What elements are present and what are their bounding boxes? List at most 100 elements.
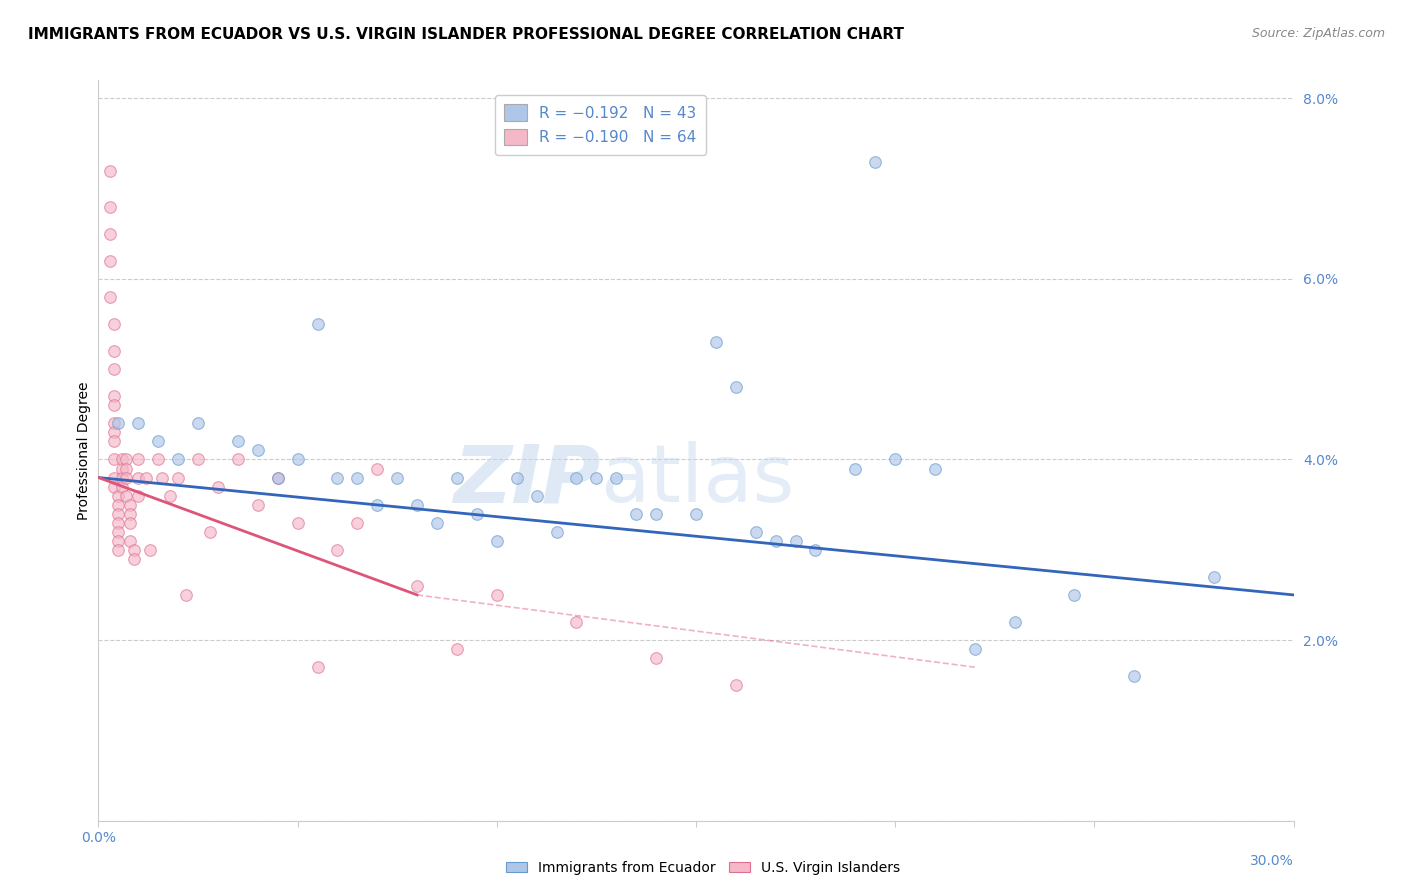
Point <box>120 498 142 512</box>
Point <box>107 516 129 530</box>
Y-axis label: Professional Degree: Professional Degree <box>77 381 91 520</box>
Text: ZIP: ZIP <box>453 441 600 519</box>
Point <box>174 588 197 602</box>
Point <box>107 524 129 539</box>
Point <box>98 290 122 304</box>
Point <box>107 489 129 503</box>
Point <box>724 678 747 692</box>
Point <box>406 498 429 512</box>
Point <box>120 507 142 521</box>
Point <box>605 470 627 484</box>
Point <box>267 470 290 484</box>
Point <box>107 498 129 512</box>
Point <box>115 489 138 503</box>
Point <box>1123 669 1146 683</box>
Point <box>115 452 138 467</box>
Legend: Immigrants from Ecuador, U.S. Virgin Islanders: Immigrants from Ecuador, U.S. Virgin Isl… <box>501 855 905 880</box>
Point <box>385 470 409 484</box>
Point <box>745 524 768 539</box>
Point <box>406 579 429 593</box>
Point <box>198 524 221 539</box>
Point <box>326 470 349 484</box>
Point <box>645 651 668 665</box>
Point <box>446 642 468 657</box>
Point <box>111 479 134 493</box>
Point <box>115 461 138 475</box>
Point <box>159 489 181 503</box>
Legend: R = −0.192   N = 43, R = −0.190   N = 64: R = −0.192 N = 43, R = −0.190 N = 64 <box>495 95 706 154</box>
Text: atlas: atlas <box>600 441 794 519</box>
Point <box>366 461 388 475</box>
Point <box>485 533 508 548</box>
Point <box>346 516 368 530</box>
Point <box>103 425 125 440</box>
Point <box>124 551 146 566</box>
Point <box>307 317 329 331</box>
Point <box>167 470 190 484</box>
Point <box>685 507 707 521</box>
Point <box>963 642 986 657</box>
Point <box>124 542 146 557</box>
Point <box>103 479 125 493</box>
Point <box>103 417 125 431</box>
Point <box>884 452 907 467</box>
Point <box>148 434 170 449</box>
Point <box>785 533 807 548</box>
Point <box>506 470 529 484</box>
Point <box>565 470 588 484</box>
Point <box>107 533 129 548</box>
Point <box>107 417 129 431</box>
Point <box>98 163 122 178</box>
Point <box>103 452 125 467</box>
Point <box>127 417 149 431</box>
Point <box>307 660 329 674</box>
Point <box>127 470 149 484</box>
Point <box>226 452 249 467</box>
Point <box>267 470 290 484</box>
Point <box>226 434 249 449</box>
Point <box>187 417 209 431</box>
Point <box>103 470 125 484</box>
Point <box>704 335 727 350</box>
Point <box>1004 615 1026 629</box>
Point <box>844 461 866 475</box>
Point <box>485 588 508 602</box>
Text: 30.0%: 30.0% <box>1250 854 1294 868</box>
Point <box>115 470 138 484</box>
Point <box>446 470 468 484</box>
Point <box>111 452 134 467</box>
Point <box>346 470 368 484</box>
Point <box>565 615 588 629</box>
Point <box>103 317 125 331</box>
Point <box>167 452 190 467</box>
Point <box>804 542 827 557</box>
Text: IMMIGRANTS FROM ECUADOR VS U.S. VIRGIN ISLANDER PROFESSIONAL DEGREE CORRELATION : IMMIGRANTS FROM ECUADOR VS U.S. VIRGIN I… <box>28 27 904 42</box>
Point <box>1202 570 1225 584</box>
Point <box>120 533 142 548</box>
Point <box>645 507 668 521</box>
Point <box>103 362 125 376</box>
Point <box>924 461 946 475</box>
Point <box>326 542 349 557</box>
Point <box>526 489 548 503</box>
Point <box>103 434 125 449</box>
Point <box>246 498 269 512</box>
Point <box>103 344 125 359</box>
Point <box>103 398 125 412</box>
Point <box>546 524 568 539</box>
Point <box>585 470 607 484</box>
Point <box>127 452 149 467</box>
Point <box>107 507 129 521</box>
Point <box>765 533 787 548</box>
Text: Source: ZipAtlas.com: Source: ZipAtlas.com <box>1251 27 1385 40</box>
Point <box>246 443 269 458</box>
Point <box>127 489 149 503</box>
Point <box>465 507 488 521</box>
Point <box>366 498 388 512</box>
Point <box>865 154 887 169</box>
Point <box>187 452 209 467</box>
Point <box>98 227 122 241</box>
Point <box>103 389 125 403</box>
Point <box>287 452 309 467</box>
Point <box>426 516 449 530</box>
